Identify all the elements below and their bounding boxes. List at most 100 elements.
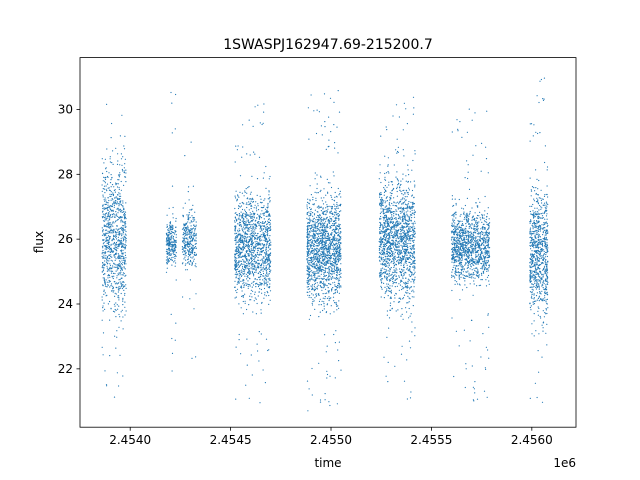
data-point (115, 214, 117, 217)
data-point (254, 268, 256, 270)
data-point (329, 221, 331, 223)
data-point (332, 253, 334, 255)
data-point (387, 287, 389, 289)
data-point (389, 256, 391, 258)
data-point (339, 279, 341, 281)
data-point (246, 225, 248, 227)
data-point (312, 279, 314, 281)
data-point (336, 291, 338, 293)
data-point (316, 174, 318, 176)
data-point (259, 283, 262, 285)
data-point (380, 285, 382, 287)
data-point (323, 272, 325, 274)
data-point (105, 251, 107, 253)
data-point (322, 283, 325, 285)
data-point (257, 232, 259, 235)
data-point (309, 253, 311, 255)
data-point (239, 243, 241, 245)
data-point (307, 107, 309, 109)
data-point (253, 274, 255, 276)
data-point (117, 253, 119, 255)
data-point (234, 257, 236, 259)
data-point (329, 226, 331, 228)
data-point (108, 281, 110, 283)
data-point (194, 230, 196, 232)
data-point (182, 214, 184, 216)
data-point (320, 286, 322, 289)
data-point (114, 308, 116, 311)
data-point (238, 279, 240, 281)
data-point (333, 259, 335, 261)
data-point (325, 262, 327, 264)
data-point (255, 266, 257, 268)
data-point (316, 222, 318, 224)
data-point (316, 187, 318, 190)
data-point (183, 239, 185, 241)
data-point (332, 276, 334, 278)
data-point (413, 291, 415, 293)
data-point (391, 202, 393, 205)
data-point (261, 247, 263, 249)
data-point (115, 309, 117, 311)
data-point (404, 192, 406, 194)
data-point (193, 235, 195, 237)
data-point (265, 270, 267, 272)
data-point (318, 215, 320, 217)
data-point (245, 226, 247, 228)
data-point (314, 191, 316, 193)
data-point (395, 237, 397, 239)
data-point (400, 250, 402, 252)
data-point (307, 274, 309, 276)
data-point (122, 316, 124, 318)
data-point (246, 338, 248, 340)
data-point (118, 179, 120, 181)
data-point (117, 257, 119, 259)
data-point (389, 207, 391, 209)
data-point (316, 237, 318, 239)
data-point (334, 262, 336, 265)
data-point (330, 266, 332, 268)
data-point (237, 194, 239, 196)
data-point (125, 310, 127, 312)
data-point (254, 229, 256, 231)
data-point (309, 244, 311, 246)
data-point (318, 242, 321, 244)
data-point (121, 277, 123, 279)
data-point (119, 243, 121, 245)
data-point (317, 269, 319, 271)
data-point (321, 256, 323, 258)
data-point (313, 271, 315, 273)
data-point (398, 221, 400, 223)
data-point (268, 294, 270, 297)
data-point (102, 213, 104, 215)
data-point (239, 234, 242, 236)
data-point (251, 259, 253, 262)
data-point (116, 372, 118, 374)
data-point (102, 231, 104, 233)
data-point (244, 220, 246, 222)
data-point (319, 261, 321, 263)
data-point (235, 190, 237, 192)
data-point (123, 184, 125, 186)
data-point (115, 241, 118, 244)
data-point (264, 292, 266, 294)
data-point (185, 238, 187, 240)
data-point (109, 257, 111, 259)
data-point (101, 255, 103, 258)
data-point (192, 185, 194, 187)
data-point (174, 241, 176, 243)
data-point (112, 163, 114, 165)
data-point (338, 241, 340, 243)
data-point (259, 251, 261, 253)
data-point (195, 226, 197, 228)
data-point (385, 258, 387, 260)
data-point (324, 334, 326, 336)
data-point (317, 275, 319, 277)
data-point (118, 245, 120, 248)
data-point (325, 226, 327, 228)
data-point (234, 239, 236, 242)
data-point (102, 332, 105, 334)
data-point (105, 234, 107, 236)
data-point (321, 227, 324, 229)
data-point (109, 280, 111, 283)
